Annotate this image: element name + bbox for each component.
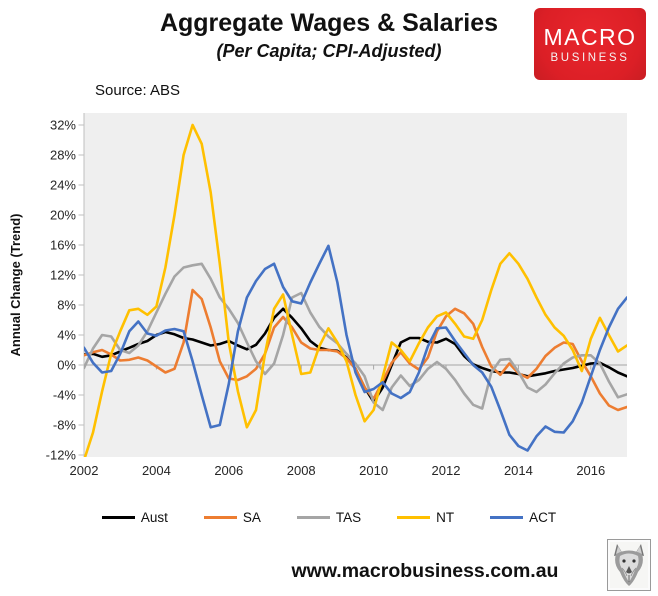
x-tick-label: 2014 bbox=[504, 463, 533, 478]
logo-line-business: BUSINESS bbox=[550, 51, 630, 64]
y-tick-label: 16% bbox=[50, 238, 76, 253]
y-tick-label: 4% bbox=[57, 328, 76, 343]
x-tick-label: 2016 bbox=[576, 463, 605, 478]
wolf-icon bbox=[610, 542, 648, 588]
macrobusiness-logo: MACRO BUSINESS bbox=[534, 8, 646, 80]
wolf-emblem bbox=[607, 539, 651, 591]
legend-swatch-aust bbox=[101, 516, 135, 519]
website-url: www.macrobusiness.com.au bbox=[291, 560, 559, 582]
y-tick-label: -4% bbox=[53, 388, 77, 403]
legend-swatch-tas bbox=[296, 516, 330, 519]
legend-item-sa: SA bbox=[203, 510, 261, 525]
y-tick-label: 0% bbox=[57, 358, 76, 373]
legend-label: SA bbox=[242, 510, 261, 525]
series-line-nt bbox=[84, 123, 627, 457]
y-tick-label: 24% bbox=[50, 178, 76, 193]
y-tick-label: -12% bbox=[46, 448, 77, 463]
x-tick-label: 2012 bbox=[432, 463, 461, 478]
legend-label: ACT bbox=[529, 510, 557, 525]
legend-item-tas: TAS bbox=[296, 510, 362, 525]
x-tick-label: 2002 bbox=[70, 463, 99, 478]
chart-subtitle: (Per Capita; CPI-Adjusted) bbox=[216, 41, 442, 61]
y-tick-label: 20% bbox=[50, 208, 76, 223]
legend-label: NT bbox=[436, 510, 455, 525]
plot-background bbox=[84, 113, 627, 457]
y-tick-label: 12% bbox=[50, 268, 76, 283]
legend-swatch-sa bbox=[203, 516, 237, 519]
x-tick-label: 2006 bbox=[214, 463, 243, 478]
legend-item-nt: NT bbox=[397, 510, 454, 525]
logo-line-macro: MACRO bbox=[543, 23, 637, 50]
legend: Aust SA TAS NT ACT bbox=[0, 510, 658, 525]
legend-swatch-act bbox=[490, 516, 524, 519]
source-note: Source: ABS bbox=[95, 82, 181, 99]
y-tick-label: 28% bbox=[50, 148, 76, 163]
y-tick-label: -8% bbox=[53, 418, 77, 433]
legend-item-act: ACT bbox=[490, 510, 556, 525]
legend-label: TAS bbox=[335, 510, 362, 525]
y-tick-label: 8% bbox=[57, 298, 76, 313]
x-tick-label: 2008 bbox=[287, 463, 316, 478]
x-tick-label: 2010 bbox=[359, 463, 388, 478]
y-tick-label: 32% bbox=[50, 118, 76, 133]
legend-label: Aust bbox=[140, 510, 168, 525]
x-tick-label: 2004 bbox=[142, 463, 171, 478]
chart-title: Aggregate Wages & Salaries bbox=[159, 9, 499, 37]
series-line-tas bbox=[84, 262, 627, 412]
legend-swatch-nt bbox=[397, 516, 431, 519]
series-line-act bbox=[84, 244, 627, 452]
legend-item-aust: Aust bbox=[101, 510, 168, 525]
